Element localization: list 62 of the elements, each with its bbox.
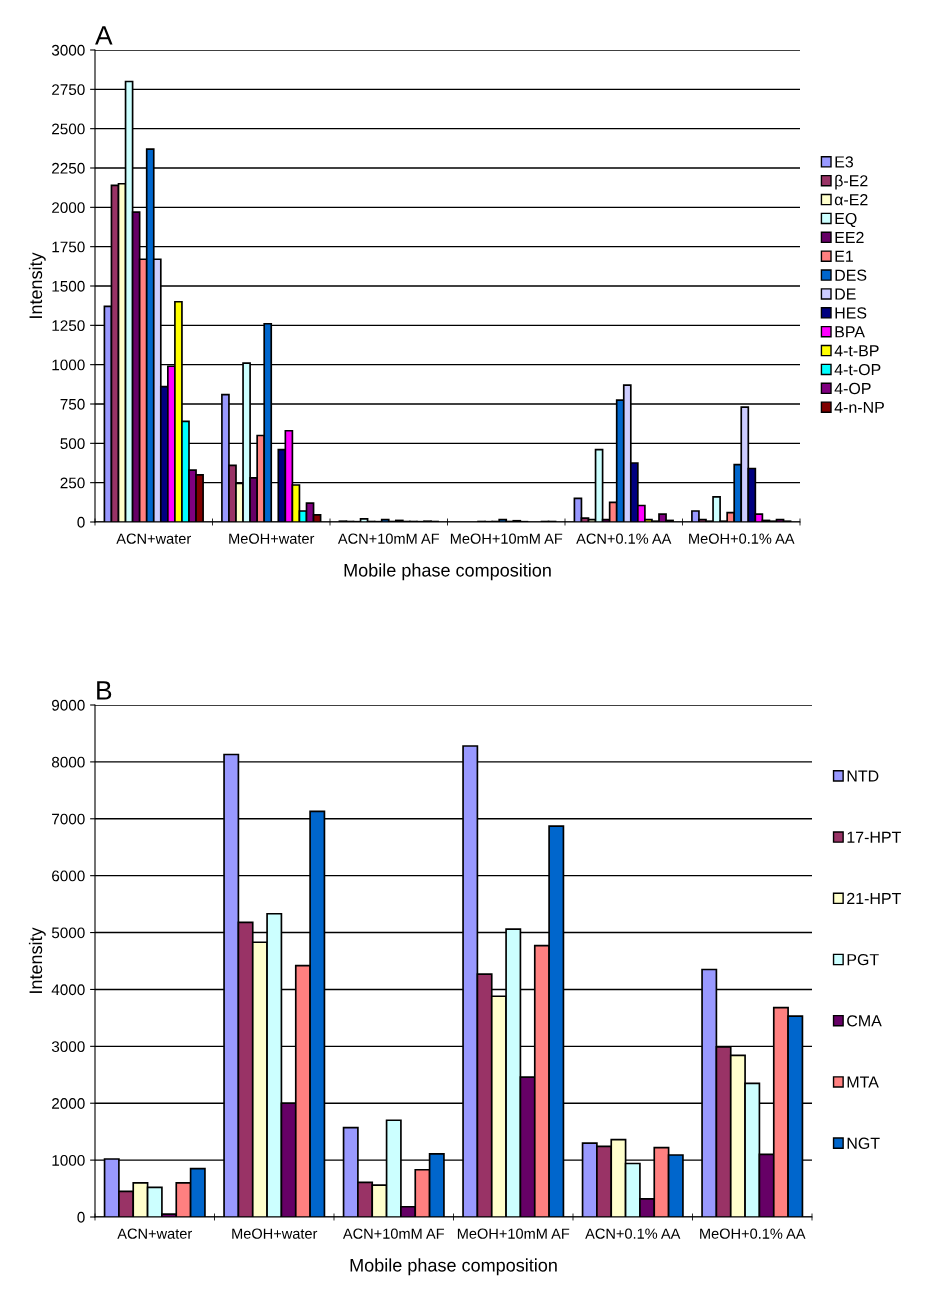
y-tick-label: 2000 bbox=[52, 202, 85, 214]
legend-label: DES bbox=[835, 269, 867, 281]
legend-label: 21-HPT bbox=[847, 892, 901, 904]
y-tick-label: 6000 bbox=[52, 870, 85, 882]
y-tick-label: 1250 bbox=[52, 320, 85, 332]
legend-label: EE2 bbox=[835, 231, 864, 243]
legend-label: 4-n-NP bbox=[834, 401, 884, 413]
y-tick-label: 3000 bbox=[51, 1041, 85, 1053]
legend-label: β-E2 bbox=[835, 174, 868, 190]
y-tick-label: 1000 bbox=[52, 359, 85, 371]
chart-title: A bbox=[95, 26, 113, 45]
x-tick-label: ACN+10mM AF bbox=[337, 533, 440, 544]
legend-label: CMA bbox=[847, 1015, 882, 1027]
y-tick-label: 2500 bbox=[52, 123, 85, 135]
legend-label: HES bbox=[835, 307, 867, 319]
x-tick-label: ACN+water bbox=[116, 533, 191, 544]
y-tick-label: 1750 bbox=[52, 241, 85, 253]
y-tick-label: 2750 bbox=[52, 84, 85, 96]
legend-label: 4-OP bbox=[834, 382, 871, 395]
x-tick-label: ACN+water bbox=[117, 1228, 192, 1239]
legend-label: EQ bbox=[835, 212, 857, 228]
y-tick-label: 1000 bbox=[52, 1154, 85, 1166]
x-tick-label: MeOH+10mM AF bbox=[457, 1228, 570, 1239]
legend-label: PGT bbox=[847, 953, 879, 966]
y-tick-label: 5000 bbox=[51, 927, 85, 939]
y-tick-label: 9000 bbox=[52, 699, 85, 711]
chart-title: B bbox=[97, 681, 112, 700]
y-axis-title: Intensity bbox=[28, 252, 46, 318]
x-tick-label: ACN+10mM AF bbox=[342, 1228, 445, 1239]
legend-label: DE bbox=[835, 288, 856, 300]
legend-label: 17-HPT bbox=[847, 831, 901, 843]
x-tick-label: ACN+0.1% AA bbox=[576, 533, 672, 544]
legend-label: 4-t-OP bbox=[834, 363, 881, 376]
y-tick-label: 0 bbox=[77, 1211, 85, 1223]
y-tick-label: 8000 bbox=[51, 756, 85, 768]
y-tick-label: 0 bbox=[77, 516, 85, 528]
legend-label: NTD bbox=[847, 770, 879, 782]
legend-label: BPA bbox=[835, 326, 865, 338]
y-axis-title: Intensity bbox=[28, 927, 46, 993]
legend-label: E1 bbox=[835, 250, 853, 262]
y-tick-label: 1500 bbox=[52, 280, 85, 292]
y-tick-label: 2250 bbox=[52, 162, 85, 174]
x-axis-title: Mobile phase composition bbox=[344, 563, 551, 581]
x-tick-label: MeOH+water bbox=[229, 533, 315, 544]
y-tick-label: 750 bbox=[60, 398, 85, 410]
legend-label: α-E2 bbox=[834, 194, 868, 206]
x-axis-title: Mobile phase composition bbox=[350, 1258, 557, 1276]
y-tick-label: 250 bbox=[60, 477, 85, 489]
y-tick-label: 7000 bbox=[52, 813, 85, 825]
y-tick-label: 500 bbox=[60, 438, 85, 450]
legend-label: NGT bbox=[847, 1137, 880, 1149]
y-tick-label: 2000 bbox=[52, 1098, 85, 1109]
x-tick-label: MeOH+0.1% AA bbox=[700, 1228, 806, 1239]
legend-label: E3 bbox=[835, 156, 854, 168]
legend-label: MTA bbox=[847, 1076, 879, 1088]
x-tick-label: MeOH+10mM AF bbox=[450, 533, 563, 544]
x-tick-label: ACN+0.1% AA bbox=[585, 1228, 681, 1239]
x-tick-label: MeOH+0.1% AA bbox=[689, 533, 795, 544]
y-tick-label: 4000 bbox=[51, 984, 85, 996]
legend-label: 4-t-BP bbox=[834, 345, 879, 357]
x-tick-label: MeOH+water bbox=[232, 1228, 318, 1239]
y-tick-label: 3000 bbox=[51, 44, 85, 56]
